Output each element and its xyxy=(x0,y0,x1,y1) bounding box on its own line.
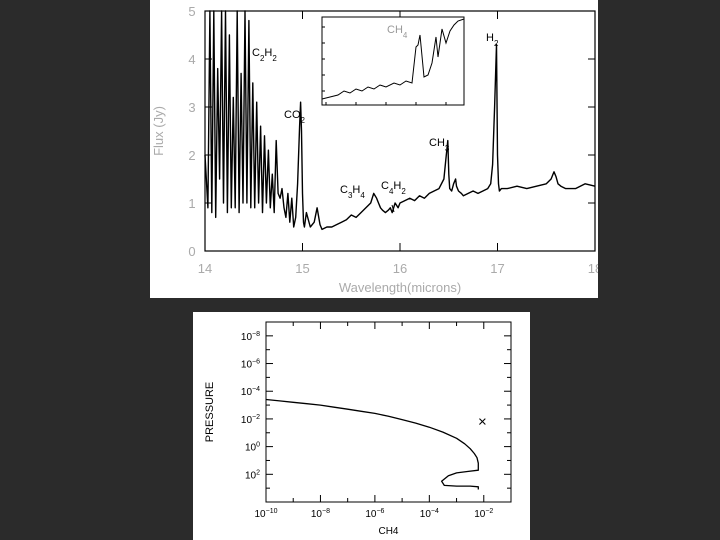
c4h2-pointer xyxy=(391,204,395,213)
y-tick-label: 5 xyxy=(188,4,195,19)
x-tick-label: 10−2 xyxy=(474,508,493,520)
spectrum-line xyxy=(204,10,596,231)
x-tick-label: 14 xyxy=(198,261,212,276)
x-axis-label: CH4 xyxy=(378,526,398,537)
label-c4h2: C4H2 xyxy=(381,180,406,196)
y-tick-label: 10−6 xyxy=(241,359,260,371)
pressure-panel: 10−10 10−8 10−6 10−4 10−2 10−8 10−6 10−4 10−2 100… xyxy=(193,312,530,540)
x-tick-label: 17 xyxy=(490,261,504,276)
spectrum-chart: 14 15 16 17 18 0 1 2 3 4 5 Wavelength(microns) Flux … xyxy=(151,4,598,295)
ch4-profile-line xyxy=(265,398,479,490)
y-tick-label: 10−8 xyxy=(241,331,260,343)
x-tick-label: 16 xyxy=(393,261,407,276)
inset-frame xyxy=(321,16,465,106)
spectrum-panel: 14 15 16 17 18 0 1 2 3 4 5 Wavelength(microns) Flux … xyxy=(150,0,598,298)
y-tick-label: 1 xyxy=(188,196,195,211)
pressure-chart: 10−10 10−8 10−6 10−4 10−2 10−8 10−6 10−4 10−2 100… xyxy=(204,321,512,537)
x-axis-label: Wavelength(microns) xyxy=(339,280,461,295)
x-tick-label: 18 xyxy=(588,261,598,276)
y-tick-label: 10−4 xyxy=(241,386,260,398)
y-axis-label: Flux (Jy) xyxy=(151,106,166,156)
label-c2h2: C2H2 xyxy=(252,47,277,63)
label-c3h4: C3H4 xyxy=(340,184,365,200)
label-co2: CO2 xyxy=(284,109,306,125)
y-tick-label: 2 xyxy=(188,148,195,163)
y-tick-label: 0 xyxy=(188,244,195,259)
y-tick-label: 102 xyxy=(245,469,260,481)
label-ch4: CH4 xyxy=(387,24,408,40)
label-h2: H2 xyxy=(486,32,499,48)
x-tick-label: 10−4 xyxy=(420,508,439,520)
x-tick-label: 10−6 xyxy=(365,508,384,520)
plot-frame xyxy=(265,321,512,503)
x-tick-label: 15 xyxy=(295,261,309,276)
x-tick-label: 10−8 xyxy=(311,508,330,520)
y-tick-label: 10−2 xyxy=(241,414,260,426)
x-marker: × xyxy=(478,414,487,431)
x-tick-label: 10−10 xyxy=(255,508,278,520)
label-ch3: CH3 xyxy=(429,137,450,153)
y-axis-label: PRESSURE xyxy=(204,382,216,443)
y-tick-label: 3 xyxy=(188,100,195,115)
y-tick-label: 100 xyxy=(245,442,260,454)
y-tick-label: 4 xyxy=(188,52,195,67)
inset-line xyxy=(321,18,465,100)
